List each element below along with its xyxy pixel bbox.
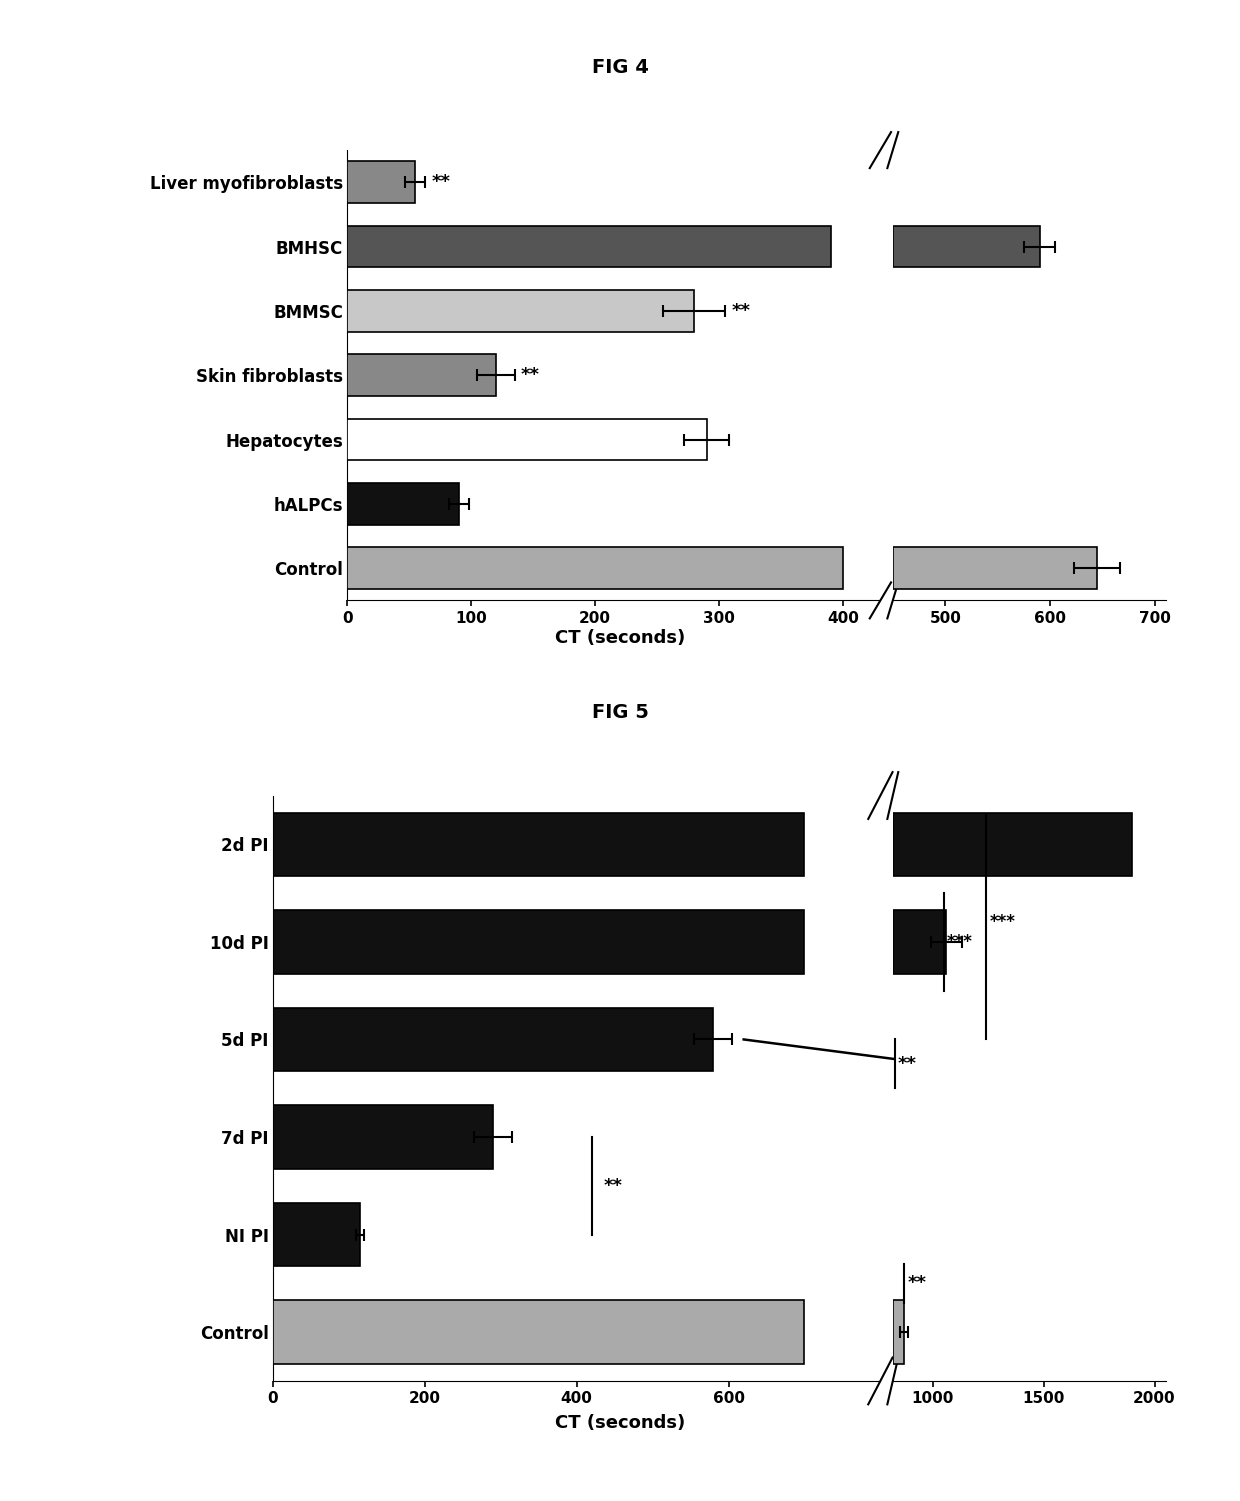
Bar [347,354,496,396]
Text: **: ** [898,1055,916,1073]
Bar [347,548,843,588]
Text: CT (seconds): CT (seconds) [554,629,686,647]
Bar [893,910,946,974]
Text: ***: *** [947,934,973,950]
Bar [347,419,707,461]
Bar [347,225,831,267]
Bar [893,548,1097,588]
Text: **: ** [521,366,539,384]
Bar [273,910,805,974]
Text: **: ** [603,1177,622,1195]
Bar [273,1202,360,1267]
Bar [893,812,1132,877]
Bar [347,290,694,332]
Bar [273,1300,805,1364]
Text: ***: *** [990,914,1016,931]
Text: FIG 4: FIG 4 [591,59,649,77]
Bar [347,483,459,525]
Bar [347,162,415,203]
Text: **: ** [732,302,750,320]
Bar [273,1007,713,1072]
Text: **: ** [432,173,450,191]
Text: FIG 5: FIG 5 [591,704,649,722]
Bar [273,812,805,877]
Text: **: ** [908,1274,926,1292]
Bar [893,225,1039,267]
Bar [893,1300,904,1364]
Text: CT (seconds): CT (seconds) [554,1414,686,1432]
Bar [273,1105,494,1169]
